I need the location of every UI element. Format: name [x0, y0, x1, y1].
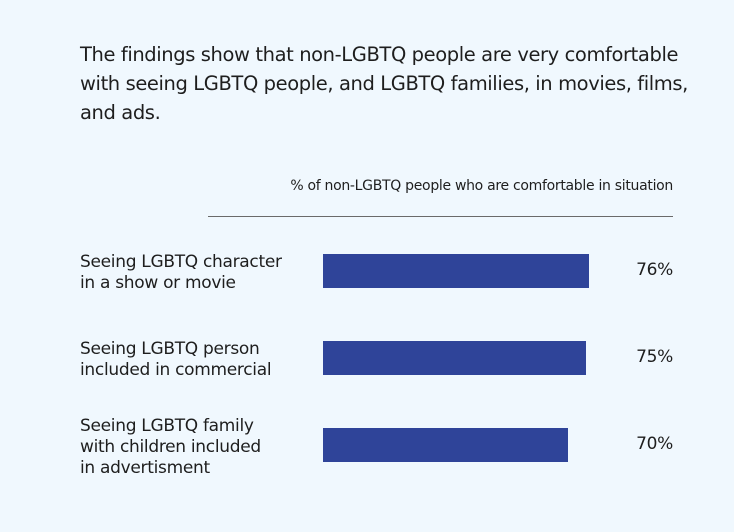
- category-label: Seeing LGBTQ character in a show or movie: [80, 252, 310, 294]
- value-label: 70%: [636, 434, 673, 454]
- category-label-line: Seeing LGBTQ character: [80, 252, 282, 272]
- category-label: Seeing LGBTQ family with children include…: [80, 416, 310, 479]
- category-label-line: with children included: [80, 437, 261, 457]
- value-label: 75%: [636, 347, 673, 367]
- category-label-line: Seeing LGBTQ person: [80, 339, 260, 359]
- chart-title: The findings show that non-LGBTQ people …: [80, 43, 688, 124]
- category-label-line: Seeing LGBTQ family: [80, 416, 254, 436]
- category-label: Seeing LGBTQ person included in commercia…: [80, 339, 310, 381]
- category-label-line: in a show or movie: [80, 273, 236, 293]
- category-label-line: in advertisment: [80, 458, 210, 478]
- value-label: 76%: [636, 260, 673, 280]
- bar: [323, 341, 586, 375]
- divider: [208, 216, 673, 217]
- bar: [323, 428, 568, 462]
- bar: [323, 254, 589, 288]
- chart-subtitle: % of non-LGBTQ people who are comfortabl…: [290, 178, 673, 194]
- category-label-line: included in commercial: [80, 360, 272, 380]
